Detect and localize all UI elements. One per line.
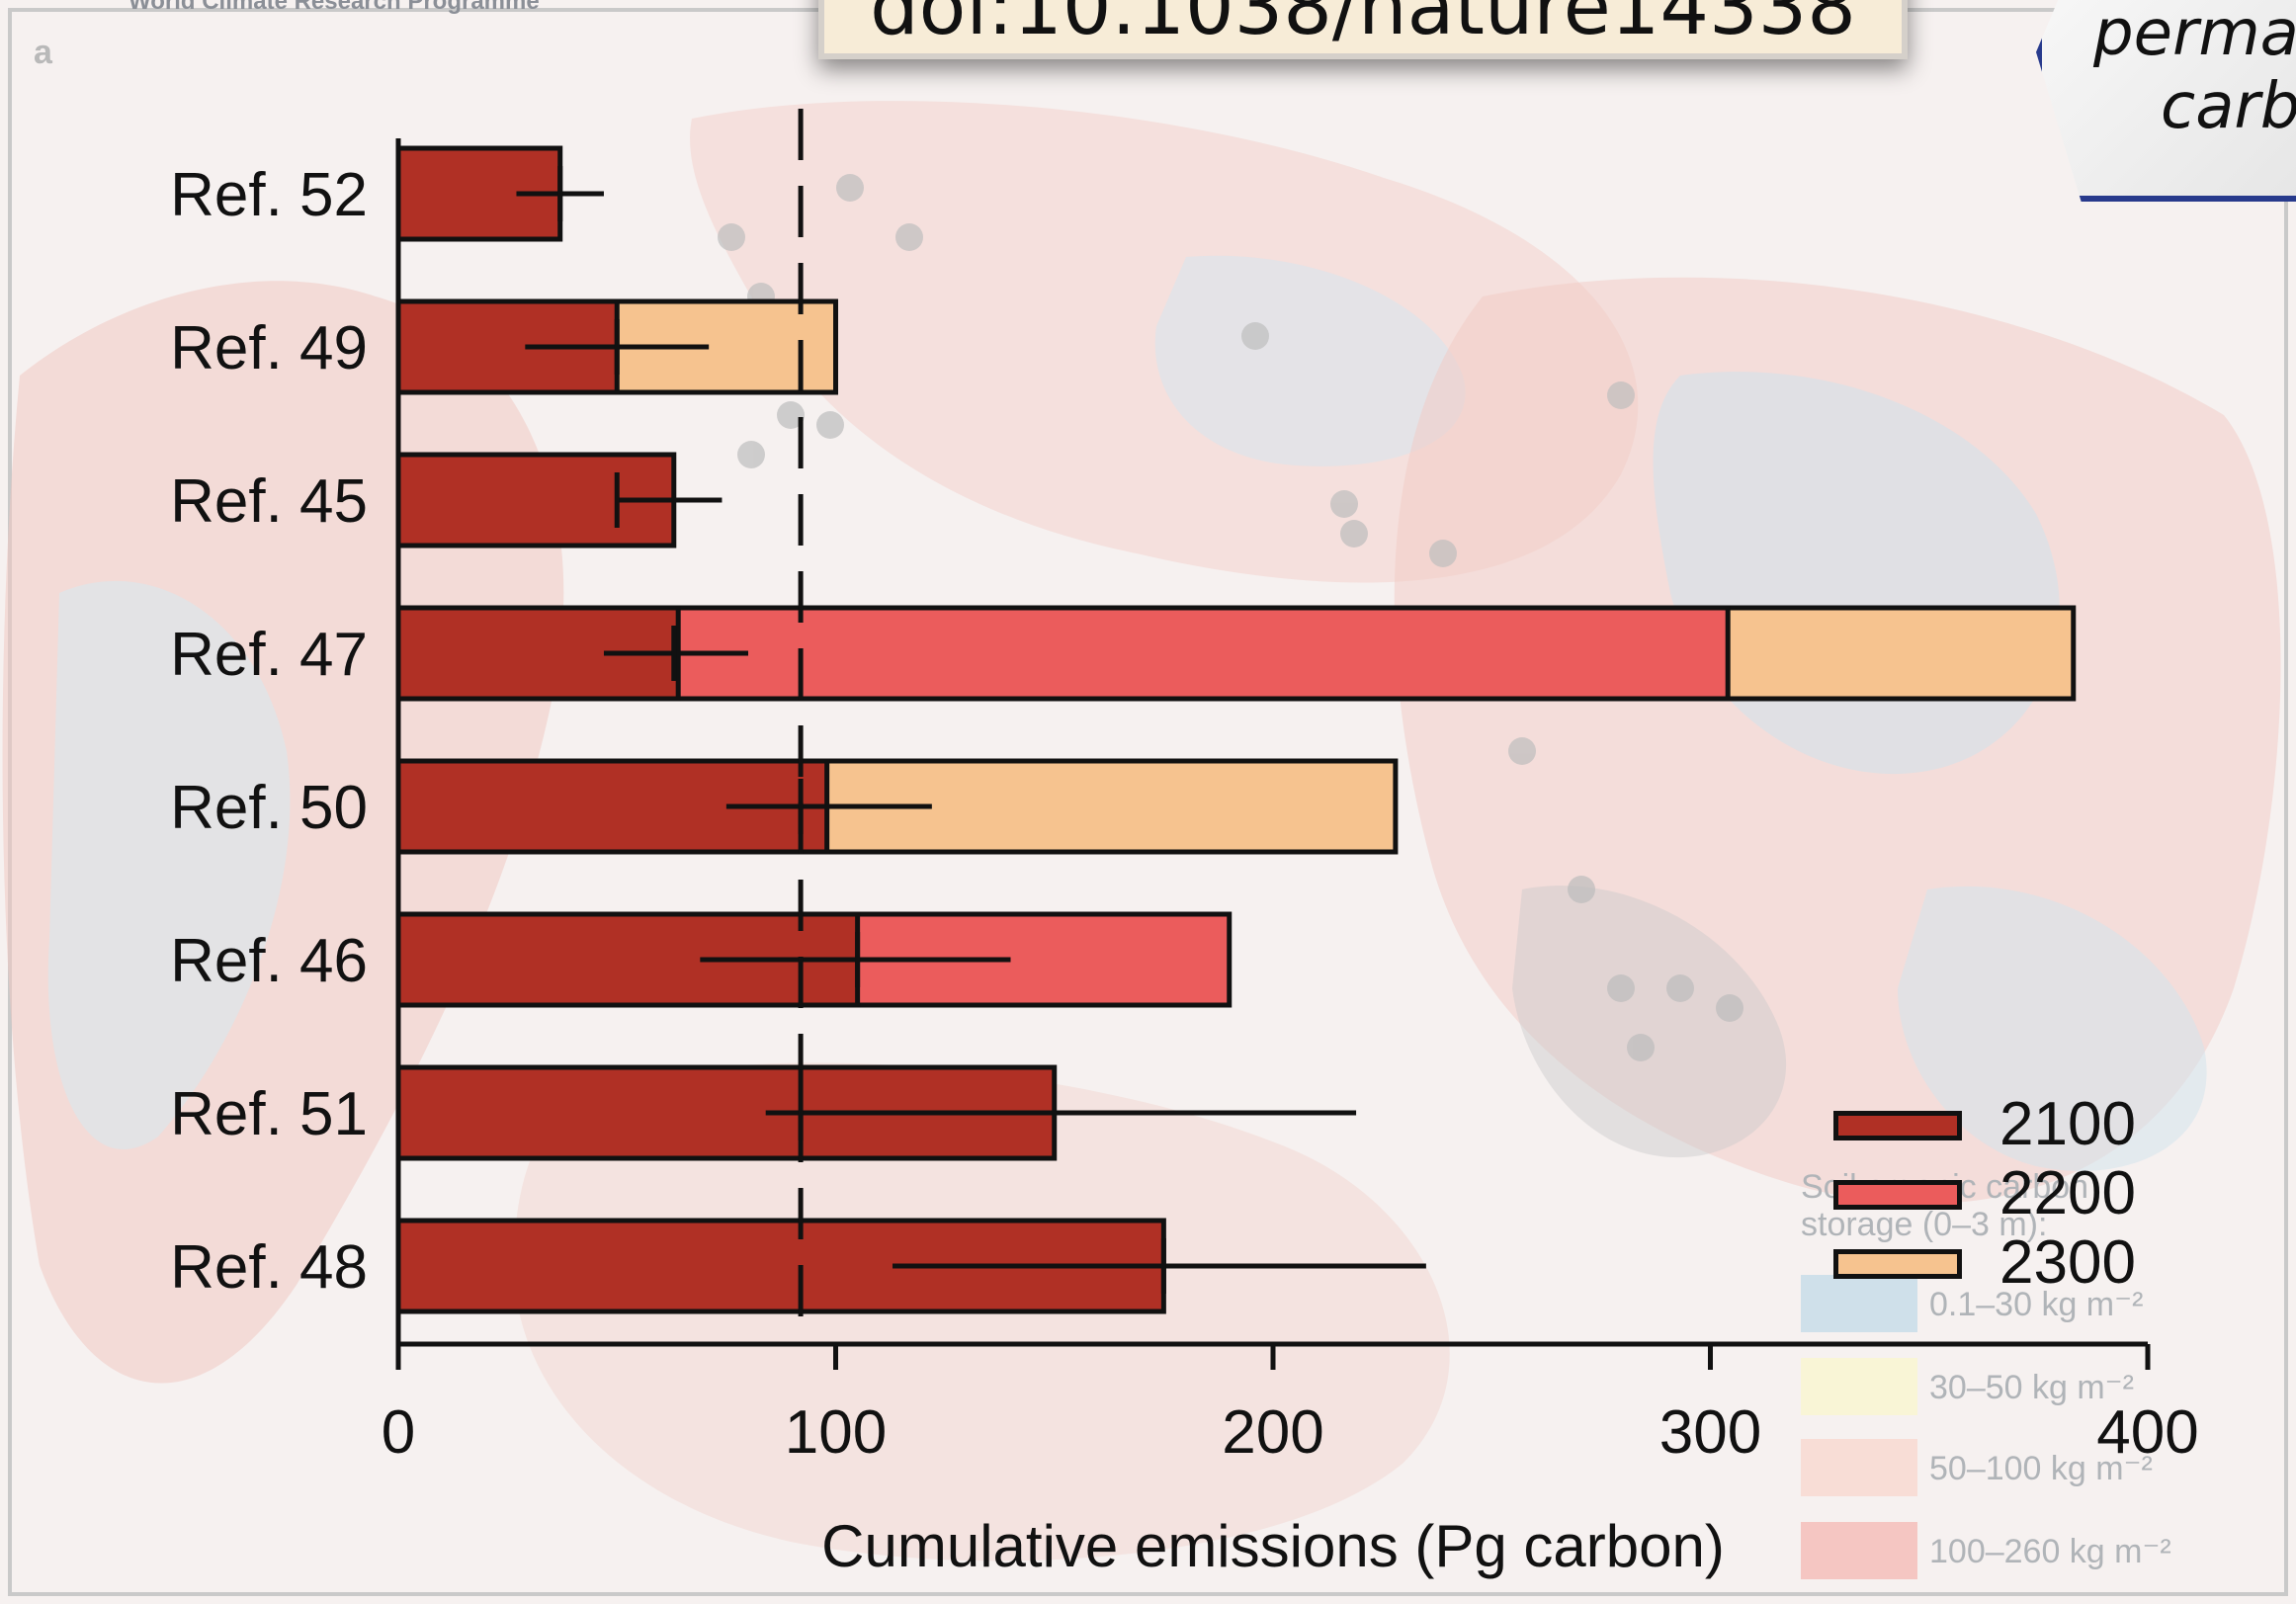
storage-label: 30–50 kg m⁻² — [1929, 1369, 2134, 1406]
organization-caption: World Climate Research Programme — [128, 0, 540, 15]
doi-text: doi:10.1038/nature14338 — [870, 0, 1856, 52]
legend-label-2300: 2300 — [1999, 1228, 2136, 1297]
x-tick-label: 100 — [785, 1398, 887, 1467]
storage-swatch — [1801, 1275, 1917, 1332]
map-site-dots — [718, 174, 1743, 1061]
storage-swatch — [1801, 1439, 1917, 1496]
legend-swatch-2300 — [1833, 1249, 1962, 1279]
panel-letter: a — [34, 34, 52, 71]
legend-swatch-2100 — [1833, 1111, 1962, 1140]
legend-label-2200: 2200 — [1999, 1159, 2136, 1227]
legend-swatch-2200 — [1833, 1180, 1962, 1210]
storage-label: 100–260 kg m⁻² — [1929, 1533, 2171, 1570]
callout-line-2: carb — [2161, 70, 2296, 143]
category-label: Ref. 47 — [170, 621, 368, 689]
category-label: Ref. 45 — [170, 467, 368, 536]
x-tick-label: 0 — [382, 1398, 415, 1467]
legend-label-2100: 2100 — [1999, 1090, 2136, 1158]
storage-label: 0.1–30 kg m⁻² — [1929, 1286, 2144, 1323]
category-label: Ref. 51 — [170, 1080, 368, 1148]
x-tick-label: 200 — [1222, 1398, 1323, 1467]
category-label: Ref. 48 — [170, 1233, 368, 1302]
callout-line-1: perma — [2093, 0, 2296, 70]
x-tick-label: 300 — [1659, 1398, 1761, 1467]
storage-swatch — [1801, 1522, 1917, 1579]
category-label: Ref. 49 — [170, 314, 368, 382]
category-label: Ref. 52 — [170, 161, 368, 229]
storage-swatch — [1801, 1358, 1917, 1415]
category-label: Ref. 50 — [170, 774, 368, 842]
category-label: Ref. 46 — [170, 927, 368, 995]
map-blob-west — [2, 281, 564, 1384]
permafrost-callout: perma carb — [2036, 0, 2296, 202]
doi-banner: doi:10.1038/nature14338 — [818, 0, 1908, 59]
map-blob-north — [690, 101, 1639, 583]
x-axis-label: Cumulative emissions (Pg carbon) — [821, 1513, 1725, 1579]
storage-label: 50–100 kg m⁻² — [1929, 1450, 2153, 1487]
x-tick-label: 400 — [2096, 1398, 2198, 1467]
